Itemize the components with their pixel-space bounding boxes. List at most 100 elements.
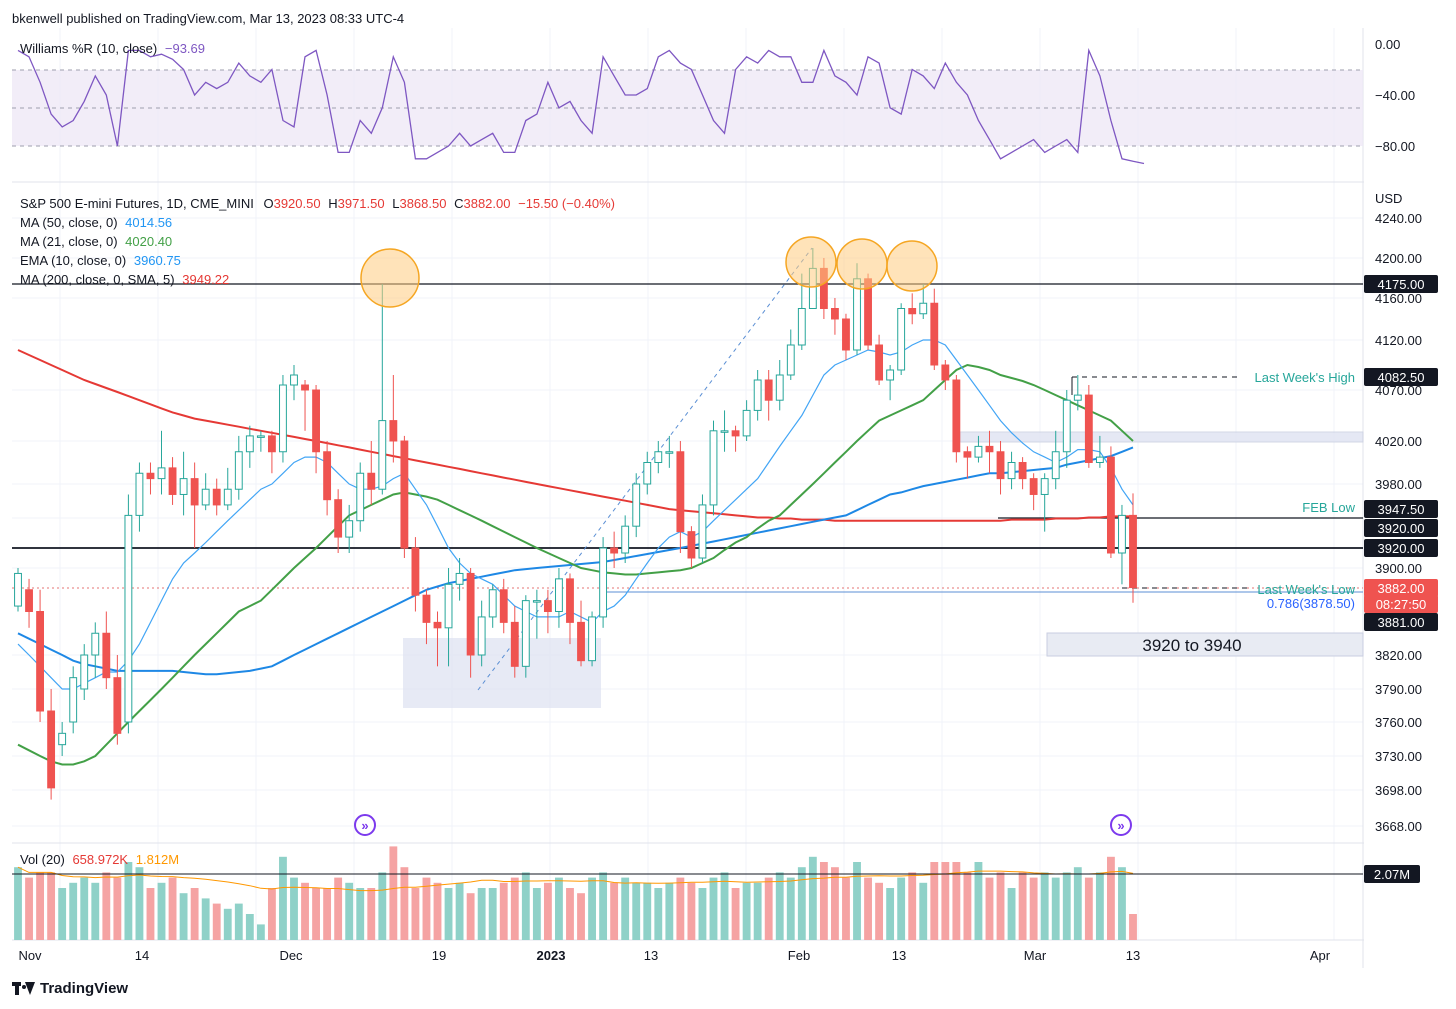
- volume-bar: [58, 888, 67, 940]
- ohlc-o-label: O: [263, 196, 274, 211]
- candle: [1095, 435, 1104, 468]
- ohlc-c-label: C: [454, 196, 464, 211]
- candle-body: [389, 420, 398, 442]
- candle: [676, 441, 685, 553]
- candle-body: [267, 435, 276, 453]
- candle-body: [301, 384, 309, 391]
- volume-bar: [510, 877, 519, 940]
- candle: [941, 360, 950, 390]
- volume-bar: [488, 888, 497, 940]
- indicator-value: 3949.22: [182, 272, 230, 287]
- candle: [709, 420, 718, 516]
- price-tick: 4070.00: [1375, 383, 1422, 398]
- candle: [400, 435, 409, 558]
- candle-body: [610, 547, 619, 554]
- ema10-line: [17, 339, 1134, 690]
- ohlc-low: 3868.50: [399, 196, 447, 211]
- publisher-line: bkenwell published on TradingView.com, M…: [12, 11, 405, 26]
- candle: [113, 655, 122, 745]
- candle-body: [466, 572, 475, 656]
- candle: [731, 425, 740, 452]
- volume-bar: [234, 903, 243, 940]
- ohlc-h-label: H: [328, 196, 338, 211]
- fib-label: 0.786(3878.50): [1267, 596, 1355, 611]
- volume-bar: [555, 877, 563, 940]
- candle-body: [234, 451, 243, 490]
- candle-body: [897, 308, 906, 371]
- candle-body: [113, 677, 122, 734]
- volume-bar: [1118, 867, 1126, 940]
- volume-bar: [632, 882, 641, 940]
- candle: [234, 435, 243, 500]
- volume-bar: [974, 862, 983, 940]
- candle: [201, 473, 210, 511]
- candle-body: [25, 589, 33, 612]
- time-tick: 14: [135, 948, 149, 963]
- price-badge: 08:27:50: [1364, 595, 1438, 613]
- candle: [279, 375, 287, 463]
- candle: [643, 451, 652, 495]
- event-icon[interactable]: »: [354, 814, 376, 836]
- candle-body: [367, 472, 376, 490]
- candle-body: [532, 600, 541, 603]
- williams-r-line: [17, 47, 1145, 165]
- volume-bar: [80, 877, 89, 940]
- volume-bar: [996, 872, 1005, 940]
- candle: [764, 370, 773, 421]
- candle: [124, 494, 133, 734]
- candle: [168, 457, 177, 505]
- volume-bar: [334, 877, 343, 940]
- candle-body: [930, 302, 939, 366]
- price-badge: 3881.00: [1364, 613, 1438, 631]
- candle-body: [1084, 394, 1093, 464]
- highlight-circle: [836, 238, 888, 290]
- candle: [80, 644, 89, 700]
- volume-bar: [775, 872, 784, 940]
- volume-bar: [908, 872, 917, 940]
- candle-body: [334, 499, 343, 538]
- candle: [566, 573, 574, 645]
- candle: [632, 473, 641, 538]
- candle-body: [1007, 462, 1016, 480]
- volume-bar: [532, 888, 541, 940]
- candle: [842, 313, 850, 360]
- volume-bar: [742, 882, 751, 940]
- price-badge-text: 3920.00: [1378, 521, 1425, 536]
- candle-body: [1062, 399, 1071, 453]
- candle: [301, 380, 309, 431]
- candle-body: [908, 308, 917, 315]
- candle-body: [698, 504, 707, 559]
- volume-bar: [709, 877, 718, 940]
- candle-body: [69, 677, 78, 723]
- candle-body: [842, 318, 850, 351]
- svg-text:»: »: [361, 818, 368, 833]
- candle-body: [256, 435, 265, 438]
- candle: [179, 451, 188, 516]
- volume-bar: [566, 888, 574, 940]
- price-tick: 3820.00: [1375, 648, 1422, 663]
- candle-body: [1051, 451, 1060, 480]
- candle: [753, 370, 762, 421]
- candle-body: [555, 578, 563, 612]
- volume-value-2: 1.812M: [135, 852, 180, 867]
- candle: [499, 578, 508, 634]
- candle: [58, 722, 67, 756]
- candle-body: [709, 430, 718, 506]
- volume-bar: [323, 888, 332, 940]
- candle: [1029, 473, 1038, 511]
- volume-bar: [201, 898, 210, 940]
- svg-text:»: »: [1117, 818, 1124, 833]
- volume-bar: [267, 888, 276, 940]
- event-icon[interactable]: »: [1110, 814, 1132, 836]
- tradingview-logo[interactable]: TradingView: [12, 980, 128, 997]
- candle-body: [886, 369, 895, 381]
- candle-body: [720, 430, 729, 433]
- volume-label: Vol (20): [20, 852, 65, 867]
- candle-body: [168, 467, 177, 495]
- williams-value: −93.69: [164, 41, 205, 56]
- price-badge-bg: [1364, 500, 1438, 518]
- price-badge: 4082.50: [1364, 368, 1438, 386]
- candle: [378, 284, 387, 495]
- time-tick: Nov: [18, 948, 42, 963]
- candle-body: [345, 520, 354, 538]
